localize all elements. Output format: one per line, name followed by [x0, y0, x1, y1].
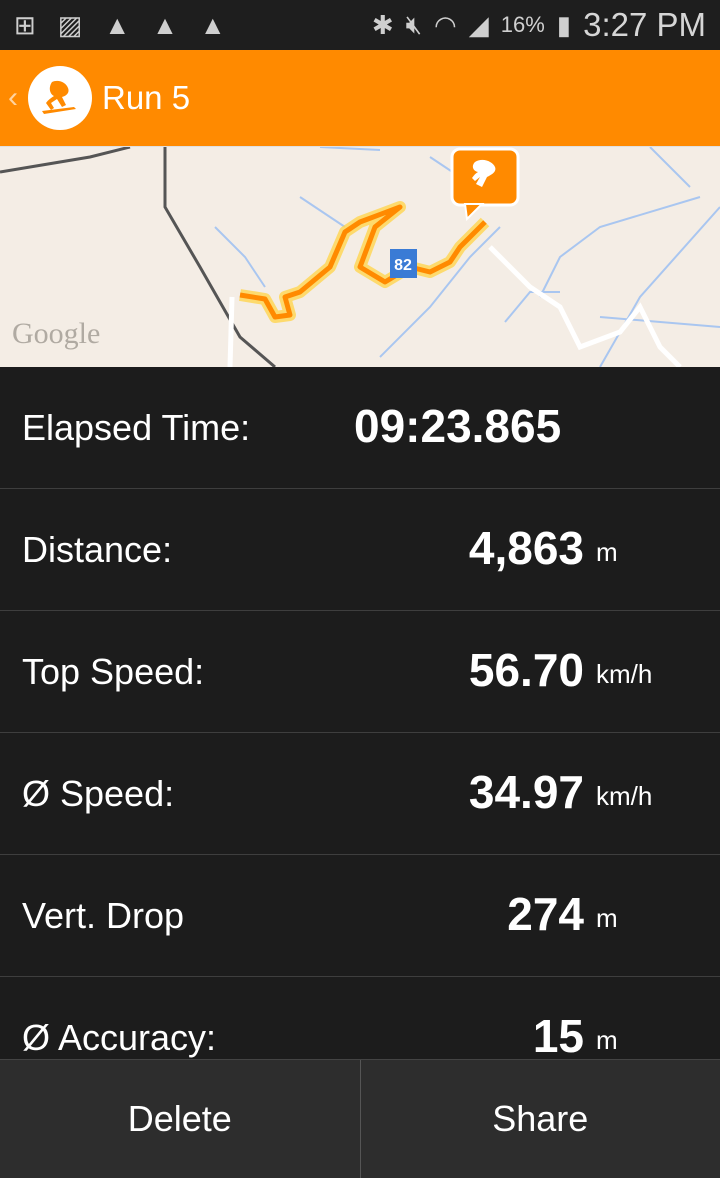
stat-row-distance: Distance: 4,863 m [0, 489, 720, 611]
route-number: 82 [394, 257, 412, 274]
status-bar: ⊞ ▨ ▲ ▲ ▲ ✱ 🔇︎ ◠ ◢ 16% ▮ 3:27 PM [0, 0, 720, 50]
app-bar[interactable]: ‹ Run 5 [0, 50, 720, 147]
back-chevron-icon[interactable]: ‹ [8, 81, 18, 114]
stat-label: Elapsed Time: [22, 407, 251, 448]
stat-unit: km/h [596, 659, 653, 689]
stat-row-avg-accuracy: Ø Accuracy: 15 m [0, 977, 720, 1059]
bluetooth-icon: ✱ [371, 9, 394, 40]
delete-button[interactable]: Delete [127, 1098, 232, 1139]
stat-label: Distance: [22, 529, 173, 570]
stat-label: Ø Accuracy: [22, 1017, 217, 1058]
stat-value: 15 [532, 1010, 584, 1059]
clock: 3:27 PM [583, 6, 706, 43]
stat-value: 274 [507, 888, 584, 940]
stat-unit: km/h [596, 781, 653, 811]
image-icon: ▨ [57, 9, 83, 40]
stat-row-vert-drop: Vert. Drop 274 m [0, 855, 720, 977]
signal-icon: ◢ [468, 9, 489, 40]
stat-label: Ø Speed: [22, 773, 175, 814]
stat-label: Top Speed: [22, 651, 205, 692]
stat-value: 34.97 [468, 766, 584, 818]
map-marker-icon[interactable] [450, 147, 520, 222]
warning-icon: ▲ [152, 9, 178, 40]
battery-percent: 16% [500, 12, 545, 37]
stats-list[interactable]: Elapsed Time: 09:23.865 Distance: 4,863 … [0, 367, 720, 1059]
warning-icon: ▲ [104, 9, 131, 40]
google-attribution: Google [12, 317, 100, 350]
stat-row-top-speed: Top Speed: 56.70 km/h [0, 611, 720, 733]
stat-label: Vert. Drop [22, 895, 185, 936]
page-title: Run 5 [102, 79, 191, 116]
battery-charging-icon: ▮ [556, 9, 572, 40]
wifi-icon: ◠ [434, 9, 457, 40]
notification-plus-icon: ⊞ [14, 9, 36, 40]
warning-icon: ▲ [199, 9, 226, 40]
stat-value: 4,863 [468, 522, 584, 574]
action-bar: Delete Share [0, 1059, 720, 1178]
stat-row-avg-speed: Ø Speed: 34.97 km/h [0, 733, 720, 855]
stat-row-elapsed-time: Elapsed Time: 09:23.865 [0, 367, 720, 489]
mute-icon: 🔇︎ [405, 9, 423, 39]
skateboarder-icon [28, 66, 92, 130]
stat-unit: m [596, 537, 618, 567]
route-map[interactable]: 82 Google [0, 147, 720, 367]
stat-unit: m [596, 903, 618, 933]
route-shield [390, 249, 417, 278]
stat-value: 09:23.865 [354, 400, 562, 452]
stat-value: 56.70 [468, 644, 584, 696]
share-button[interactable]: Share [359, 1060, 720, 1178]
stat-unit: m [596, 1025, 618, 1055]
